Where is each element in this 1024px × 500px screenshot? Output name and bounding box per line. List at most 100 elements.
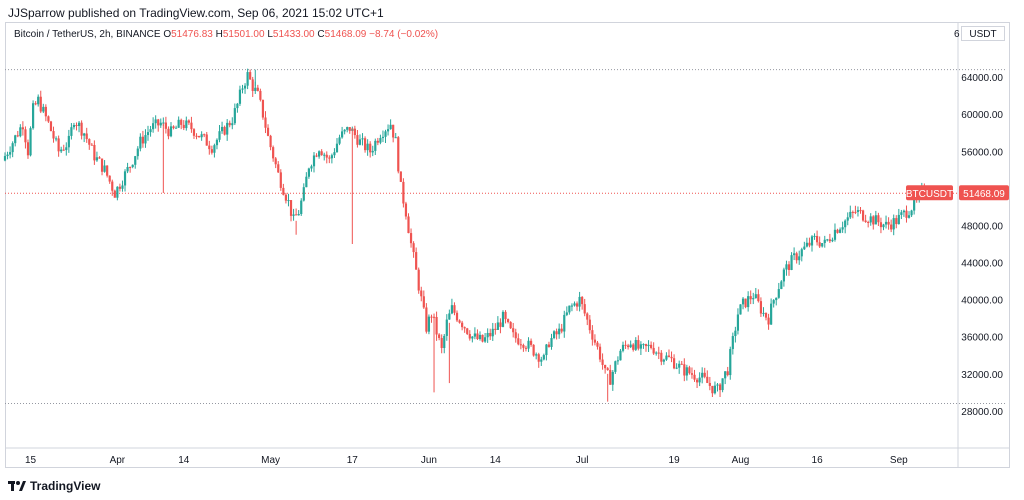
candle-body: [529, 340, 533, 345]
candle-body: [241, 88, 244, 90]
price-tick-label: 60000.00: [961, 110, 1003, 121]
candle-body: [841, 227, 844, 230]
candle-body: [701, 372, 704, 378]
candle-body: [57, 138, 60, 152]
candle-body: [123, 171, 127, 186]
candle-body: [80, 122, 83, 136]
time-tick-label: Jul: [576, 455, 589, 466]
candle-body: [330, 155, 333, 159]
candle-body: [815, 235, 819, 243]
candle-body: [307, 168, 310, 177]
candle-body: [787, 264, 791, 270]
candle-body: [660, 352, 663, 362]
time-tick-label: 19: [669, 455, 681, 466]
legend-open-label: O: [163, 29, 172, 40]
candle-body: [205, 134, 208, 146]
candle-body: [438, 334, 441, 338]
candle-body: [394, 137, 397, 139]
candle-body: [208, 145, 211, 150]
candle-body: [892, 218, 895, 230]
candle-body: [793, 253, 796, 256]
candle-body: [167, 128, 170, 137]
candle-body: [157, 119, 160, 126]
candle-body: [458, 320, 461, 323]
candle-body: [713, 385, 717, 394]
candle-body: [379, 138, 382, 143]
candle-body: [466, 328, 469, 334]
time-tick-label: Sep: [890, 455, 908, 466]
candle-body: [376, 140, 379, 143]
candle-body: [517, 338, 520, 345]
candle-body: [601, 359, 604, 365]
candle-body: [790, 255, 793, 270]
chart-legend: Bitcoin / TetherUS, 2h, BINANCE O51476.8…: [14, 29, 438, 40]
candle-body: [118, 186, 122, 189]
candle-body: [575, 303, 579, 307]
candle-body: [573, 303, 576, 306]
candle-body: [261, 99, 265, 118]
candle-body: [550, 338, 553, 347]
candle-body: [869, 216, 872, 223]
candle-body: [555, 331, 558, 335]
candle-body: [913, 198, 916, 211]
candle-body: [524, 347, 528, 349]
candle-body: [72, 124, 76, 128]
candle-body: [26, 142, 30, 156]
price-tick-label: 40000.00: [961, 296, 1003, 307]
candle-body: [629, 344, 632, 348]
candle-body: [149, 129, 152, 133]
candle-body: [803, 246, 806, 250]
candle-body: [716, 384, 719, 386]
currency-selector[interactable]: 6 USDT: [954, 26, 1005, 41]
symbol-tag-label: BTCUSDT: [906, 189, 953, 200]
candle-body: [49, 121, 53, 132]
candle-body: [634, 340, 637, 350]
candle-body: [463, 327, 466, 329]
candle-body: [856, 210, 860, 212]
candle-body: [813, 235, 816, 237]
candle-body: [279, 172, 282, 188]
candle-body: [141, 136, 145, 144]
candle-body: [455, 312, 459, 321]
candle-body: [218, 131, 221, 140]
candle-body: [448, 313, 451, 320]
time-tick-label: May: [261, 455, 280, 466]
candle-body: [9, 152, 12, 155]
candle-body: [604, 364, 607, 369]
candle-body: [269, 135, 272, 148]
candle-body: [90, 144, 93, 146]
candle-body: [340, 131, 344, 138]
candle-body: [512, 328, 515, 333]
candle-body: [139, 136, 142, 149]
time-axis: 15 Apr 14 May 17 Jun 14 Jul 19 Aug 16 Sep: [25, 455, 908, 466]
candle-body: [759, 301, 763, 314]
candle-body: [504, 311, 507, 320]
candle-body: [75, 124, 78, 126]
candle-body: [343, 129, 346, 132]
candle-body: [764, 312, 768, 318]
candle-body: [902, 210, 906, 213]
candle-body: [650, 344, 653, 348]
candle-body: [415, 252, 418, 270]
candle-body: [98, 157, 101, 159]
candle-body: [427, 316, 431, 332]
candle-body: [287, 200, 290, 202]
candle-body: [596, 342, 599, 347]
legend-close-value: 51468.09: [324, 29, 367, 40]
footer[interactable]: TradingView: [8, 479, 100, 493]
candle-body: [721, 378, 724, 391]
candle-body: [905, 210, 908, 218]
time-tick-label: Apr: [110, 455, 126, 466]
candle-body: [496, 322, 499, 330]
candle-body: [586, 313, 589, 320]
candle-body: [729, 349, 732, 376]
candle-body: [386, 129, 390, 132]
candle-body: [374, 140, 377, 151]
candle-body: [254, 87, 257, 92]
candle-body: [583, 304, 586, 314]
candle-body: [420, 290, 423, 297]
candle-body: [736, 314, 740, 331]
candle-body: [874, 215, 877, 225]
candle-body: [818, 242, 821, 247]
